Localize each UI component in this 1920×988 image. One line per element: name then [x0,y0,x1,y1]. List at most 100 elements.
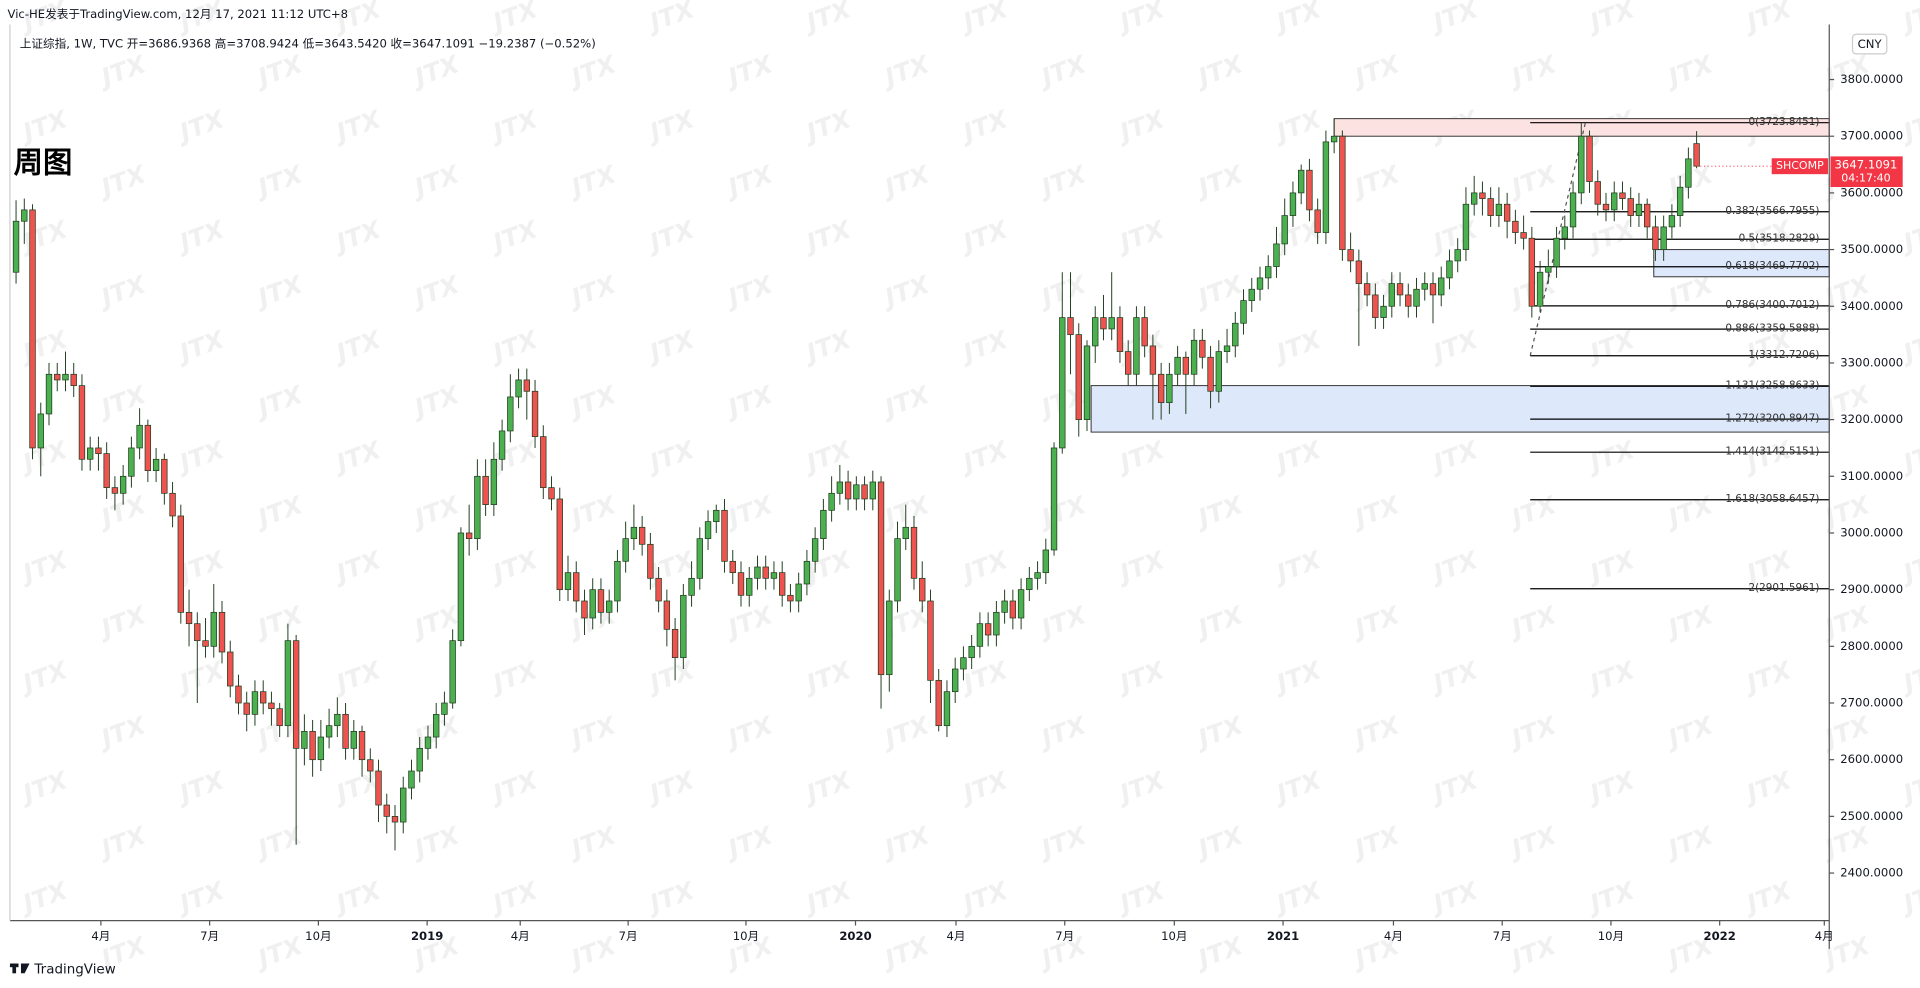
watermark: JTX [563,710,621,755]
candle-body [1380,305,1387,318]
x-tick-label: 4月 [1384,929,1403,943]
candle-body [391,816,399,823]
watermark: JTX [328,214,386,259]
candle-body [292,640,300,749]
candle-body [1668,215,1676,228]
watermark: JTX [485,655,543,700]
candle-body [95,447,102,454]
x-tick-label: 7月 [1055,929,1074,943]
y-tick-label: 2800.0000 [1840,639,1903,653]
zone [1090,385,1830,433]
candle-body [424,736,432,749]
candle-body [655,577,662,602]
watermark: JTX [1817,820,1875,865]
candle-body [564,572,572,591]
candle-body [1009,600,1017,619]
candle-body [556,498,563,591]
watermark: JTX [955,104,1013,149]
x-tick-label: 7月 [1493,929,1512,943]
fib-label: 0.618(3469.7702) [1725,260,1819,272]
candle-body [1578,135,1585,194]
candle-body [606,600,613,613]
y-tick-label: 2900.0000 [1840,582,1903,596]
footer-logo [9,963,30,974]
watermark: JTX [955,0,1013,38]
candle-body [836,481,844,494]
watermark: JTX [1033,820,1091,865]
candle-body [1306,169,1313,211]
watermark: JTX [14,655,72,700]
header: Vic-HE发表于TradingView.com, 12月 17, 2021 1… [8,7,349,21]
candle-body [1141,317,1148,347]
currency-box[interactable] [1851,33,1888,55]
y-tick-label: 3500.0000 [1840,242,1903,256]
candle-body [1017,589,1025,619]
watermark: JTX [641,655,699,700]
watermark: JTX [1268,324,1326,369]
x-tick-label: 2021 [1267,929,1299,943]
candle-body [671,628,679,659]
watermark: JTX [1268,655,1326,700]
watermark: JTX [720,159,778,204]
candle-body [770,572,778,579]
candle-body [737,572,745,596]
candle-body [334,713,341,727]
candle-body [210,611,217,647]
candle-body [894,538,901,602]
watermark: JTX [955,545,1013,590]
watermark: JTX [406,49,464,94]
x-tick-label: 4月 [91,929,110,943]
watermark: JTX [1346,159,1404,204]
watermark: JTX [1268,0,1326,38]
watermark: JTX [1033,159,1091,204]
candle-body [144,424,152,471]
candle-body [1133,317,1140,375]
candle-body [787,594,794,602]
candle-body [861,484,868,500]
watermark: JTX [1503,710,1561,755]
fib-label: 0.786(3400.7012) [1725,299,1819,311]
candle-body [1026,577,1033,591]
candle-body [1438,277,1445,296]
watermark: JTX [1268,104,1326,149]
watermark: JTX [641,765,699,810]
candle-body [1627,198,1634,216]
candle-body [935,679,942,727]
watermark: JTX [641,875,699,920]
candle-body [1116,317,1124,352]
candle-body [1363,283,1371,296]
watermark: JTX [563,269,621,314]
candle-body [1652,226,1659,250]
currency[interactable]: CNY [1858,37,1883,51]
candle-body [811,538,819,562]
chart-title: 周图 [14,146,73,180]
watermark: JTX [1895,875,1920,920]
watermark: JTX [93,820,151,865]
candle-body [342,713,349,749]
candle-body [647,543,654,579]
candle-body [1042,549,1049,574]
watermark: JTX [1111,765,1169,810]
watermark: JTX [250,379,308,424]
candle-body [1635,203,1643,216]
candle-body [128,447,135,477]
candle-body [1405,294,1412,307]
candle-body [638,526,646,545]
watermark: JTX [406,269,464,314]
watermark: JTX [1425,214,1483,259]
candle-body [119,475,127,494]
watermark: JTX [1190,49,1248,94]
candle-body [688,577,695,596]
candle-body [1676,186,1684,216]
x-tick-label: 4月 [946,929,965,943]
symbol-line: 上证综指, 1W, TVC 开=3686.9368 高=3708.9424 低=… [20,37,596,51]
watermark: JTX [1503,490,1561,535]
y-tick-label: 3200.0000 [1840,412,1903,426]
x-tick-label: 10月 [305,929,331,943]
watermark: JTX [798,324,856,369]
watermark: JTX [1503,930,1561,975]
candle-body [984,623,992,636]
logo-stem [12,963,17,974]
watermark: JTX [641,0,699,38]
